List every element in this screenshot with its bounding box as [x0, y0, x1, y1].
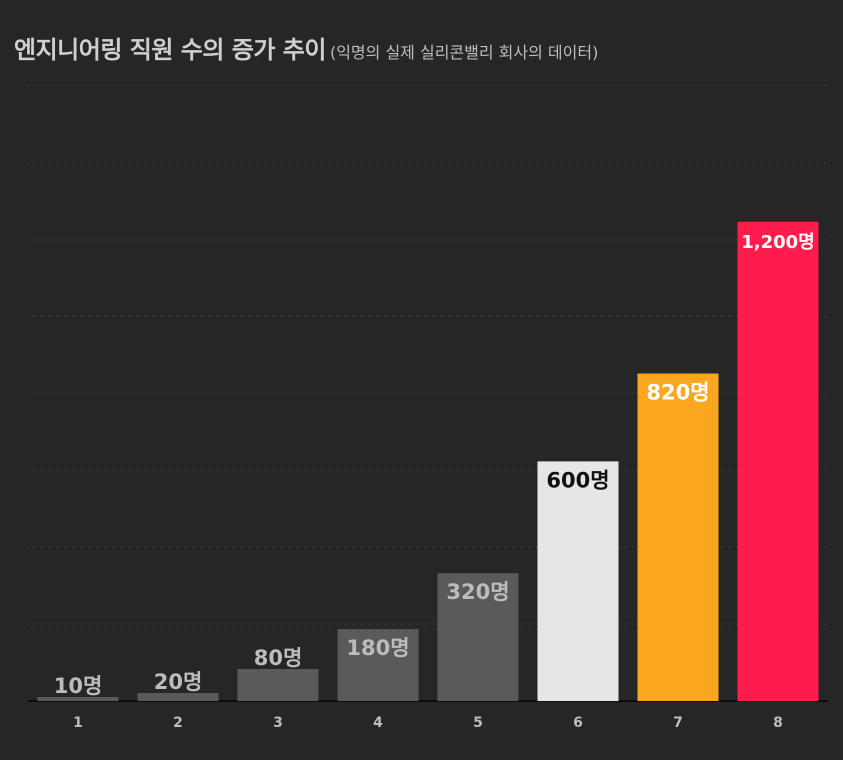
- chart-title-row: 엔지니어링 직원 수의 증가 추이 (익명의 실제 실리콘밸리 회사의 데이터): [14, 30, 598, 65]
- data-label-5: 320명: [446, 580, 509, 604]
- data-label-6: 600명: [546, 468, 609, 492]
- x-tick-label-4: 4: [373, 715, 383, 731]
- bar-4: [337, 629, 419, 701]
- bar-7: [637, 373, 719, 701]
- bar-5: [437, 573, 519, 701]
- bar-1: [37, 697, 119, 701]
- bar-6: [537, 461, 619, 701]
- data-label-2: 20명: [154, 670, 203, 694]
- bar-2: [137, 693, 219, 701]
- x-tick-label-7: 7: [673, 715, 683, 731]
- data-label-8: 1,200명: [741, 232, 815, 253]
- data-label-7: 820명: [646, 381, 709, 405]
- x-tick-label-8: 8: [773, 715, 783, 731]
- x-tick-label-3: 3: [273, 715, 283, 731]
- bar-3: [237, 669, 319, 701]
- x-tick-label-6: 6: [573, 715, 583, 731]
- x-tick-label-5: 5: [473, 715, 483, 731]
- chart-subtitle: (익명의 실제 실리콘밸리 회사의 데이터): [329, 43, 599, 62]
- data-label-3: 80명: [254, 646, 303, 670]
- chart-title: 엔지니어링 직원 수의 증가 추이: [14, 36, 326, 64]
- data-label-4: 180명: [346, 636, 409, 660]
- x-tick-label-1: 1: [73, 715, 83, 731]
- bar-8: [737, 221, 819, 701]
- x-tick-label-2: 2: [173, 715, 183, 731]
- data-label-1: 10명: [54, 674, 103, 698]
